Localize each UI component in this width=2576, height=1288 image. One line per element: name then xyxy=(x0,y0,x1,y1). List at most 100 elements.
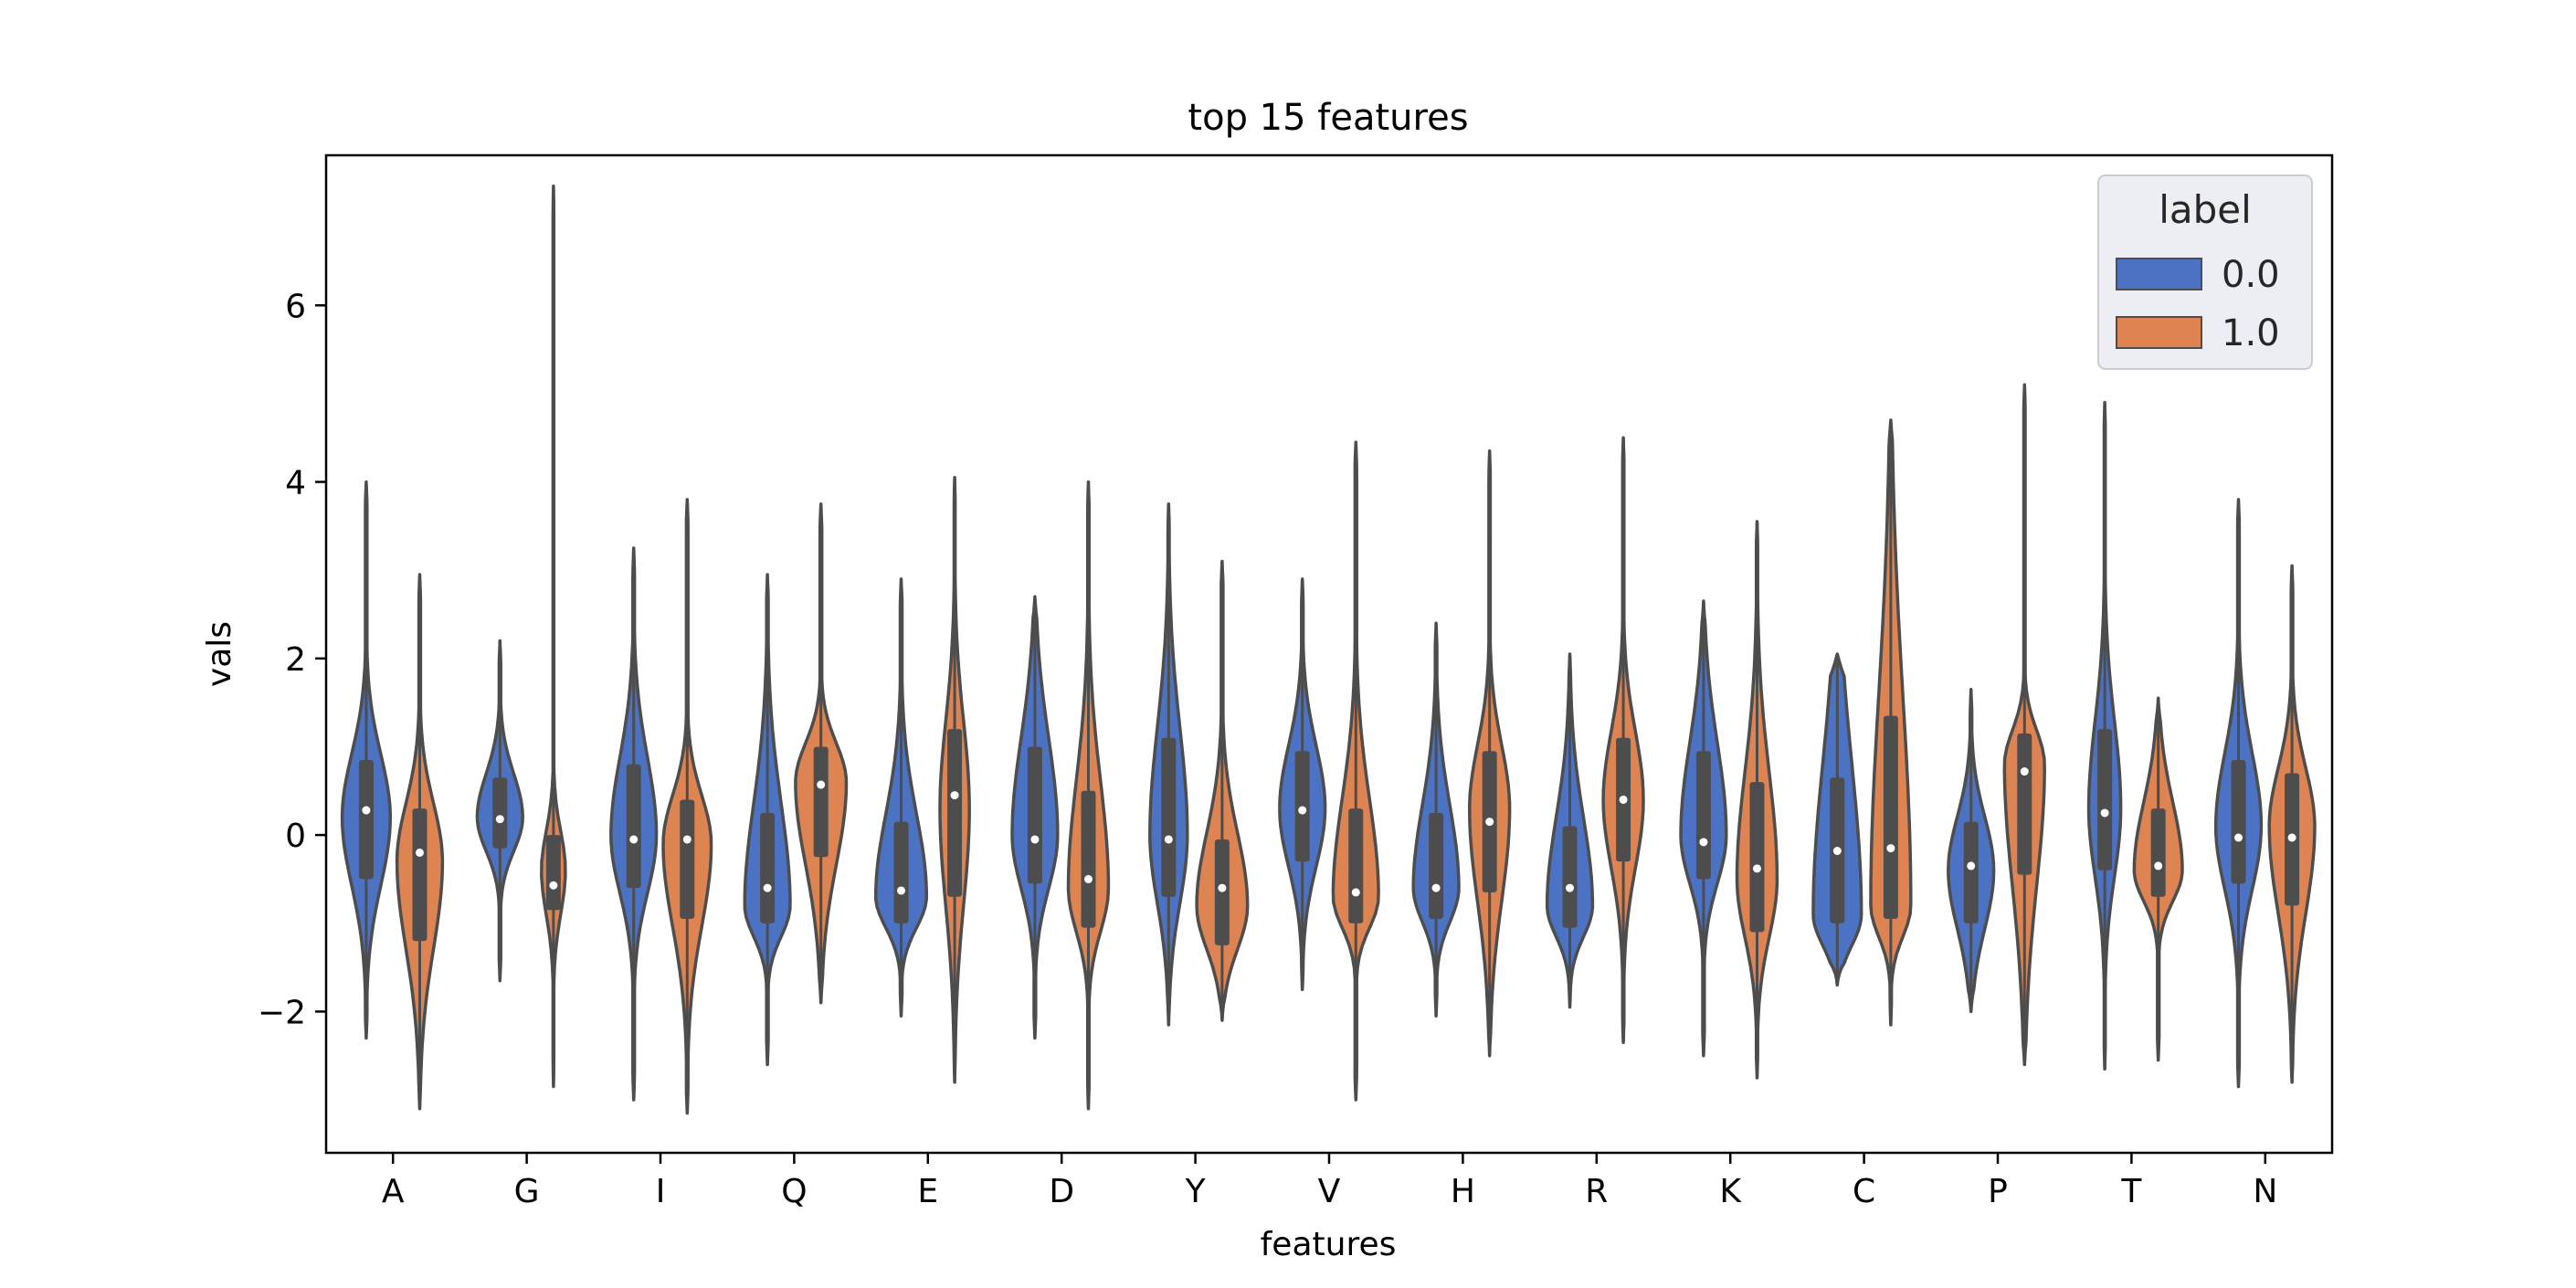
violin-median-dot xyxy=(817,780,826,789)
y-tick-label: 6 xyxy=(285,288,306,325)
x-tick-label: T xyxy=(2120,1173,2142,1210)
violin-iqr-box xyxy=(1883,715,1898,919)
violin-iqr-box xyxy=(680,799,695,919)
violin-median-dot xyxy=(1164,835,1173,844)
violin-iqr-box xyxy=(1695,751,1711,880)
y-tick-label: 0 xyxy=(285,818,306,855)
chart-title: top 15 features xyxy=(1188,97,1468,139)
violin-median-dot xyxy=(495,815,504,824)
violin-D-1.0 xyxy=(1066,480,1111,1111)
violin-G-0.0 xyxy=(475,639,524,983)
violin-median-dot xyxy=(1083,874,1093,883)
violin-iqr-box xyxy=(2231,759,2246,884)
violin-iqr-box xyxy=(1963,821,1979,924)
violin-median-dot xyxy=(950,791,959,800)
legend-swatch-0.0 xyxy=(2116,258,2202,290)
violin-iqr-box xyxy=(1562,826,1578,928)
violin-R-1.0 xyxy=(1601,436,1645,1044)
x-tick-label: E xyxy=(917,1173,938,1210)
violin-P-0.0 xyxy=(1947,687,1996,1014)
y-tick-label: 2 xyxy=(285,641,306,679)
violin-median-dot xyxy=(2287,833,2296,842)
x-tick-label: N xyxy=(2253,1173,2277,1210)
legend-label-1.0: 1.0 xyxy=(2222,312,2280,354)
violin-T-1.0 xyxy=(2132,696,2184,1062)
violin-median-dot xyxy=(1967,861,1976,871)
x-tick-label: V xyxy=(1318,1173,1341,1210)
violin-E-1.0 xyxy=(938,475,971,1084)
violin-V-1.0 xyxy=(1331,440,1380,1102)
violin-median-dot xyxy=(2154,861,2163,871)
violin-median-dot xyxy=(1298,806,1307,815)
legend-swatch-1.0 xyxy=(2116,316,2202,349)
violin-C-1.0 xyxy=(1869,418,1913,1027)
violin-iqr-box xyxy=(947,729,963,897)
violin-median-dot xyxy=(2100,808,2109,818)
violin-median-dot xyxy=(1431,883,1441,892)
violin-median-dot xyxy=(763,883,772,892)
violin-median-dot xyxy=(549,881,558,890)
violin-iqr-box xyxy=(1161,737,1177,897)
violin-median-dot xyxy=(1619,795,1628,804)
legend-title: label xyxy=(2159,187,2252,232)
violin-iqr-box xyxy=(1749,782,1765,933)
violin-iqr-box xyxy=(545,835,561,911)
violin-Y-0.0 xyxy=(1148,501,1189,1027)
violin-iqr-box xyxy=(626,764,641,889)
violin-G-1.0 xyxy=(540,185,567,1089)
violin-iqr-box xyxy=(1027,746,1042,884)
violin-layer xyxy=(340,185,2317,1115)
violin-iqr-box xyxy=(760,812,776,924)
x-tick-label: H xyxy=(1451,1173,1475,1210)
violin-median-dot xyxy=(629,835,639,844)
violin-median-dot xyxy=(362,806,371,815)
violin-median-dot xyxy=(2234,833,2243,842)
violin-median-dot xyxy=(1832,847,1842,856)
violin-T-0.0 xyxy=(2086,400,2123,1071)
violin-N-0.0 xyxy=(2213,498,2264,1089)
violin-median-dot xyxy=(2020,767,2029,776)
x-tick-label: R xyxy=(1585,1173,1608,1210)
x-tick-label: P xyxy=(1988,1173,2008,1210)
violin-E-0.0 xyxy=(873,577,929,1018)
violin-median-dot xyxy=(1030,835,1040,844)
y-axis-label: vals xyxy=(201,621,238,687)
y-tick-label: 4 xyxy=(285,465,306,502)
y-axis: −2 0 2 4 6 xyxy=(258,288,326,1031)
violin-Y-1.0 xyxy=(1195,559,1250,1022)
violin-iqr-box xyxy=(893,821,909,924)
x-tick-label: Q xyxy=(781,1173,807,1210)
x-tick-label: G xyxy=(514,1173,540,1210)
legend: label 0.0 1.0 xyxy=(2097,174,2313,370)
x-tick-label: K xyxy=(1719,1173,1742,1210)
violin-K-1.0 xyxy=(1735,520,1779,1080)
violin-K-0.0 xyxy=(1679,599,1728,1058)
violin-median-dot xyxy=(1752,864,1761,873)
violin-iqr-box xyxy=(2017,733,2032,875)
violin-V-0.0 xyxy=(1278,577,1327,991)
violin-R-0.0 xyxy=(1545,652,1595,1009)
violin-I-1.0 xyxy=(661,498,713,1115)
violin-A-1.0 xyxy=(395,573,445,1111)
violin-median-dot xyxy=(897,886,906,895)
violin-N-1.0 xyxy=(2267,564,2317,1084)
violin-D-0.0 xyxy=(1010,595,1060,1040)
violin-iqr-box xyxy=(492,777,508,849)
x-tick-label: D xyxy=(1049,1173,1074,1210)
violin-median-dot xyxy=(1351,888,1360,897)
violin-median-dot xyxy=(1886,844,1895,853)
y-tick-label: −2 xyxy=(258,994,306,1031)
violin-A-0.0 xyxy=(340,480,393,1040)
violin-median-dot xyxy=(1218,883,1227,892)
x-axis-label: features xyxy=(1261,1226,1397,1263)
x-tick-label: A xyxy=(382,1173,405,1210)
violin-I-0.0 xyxy=(609,546,659,1102)
x-tick-label: C xyxy=(1853,1173,1875,1210)
violin-Q-0.0 xyxy=(743,573,792,1067)
violin-iqr-box xyxy=(813,746,829,858)
violin-iqr-box xyxy=(358,759,374,880)
violin-iqr-box xyxy=(1214,839,1230,945)
violin-median-dot xyxy=(1485,818,1494,827)
